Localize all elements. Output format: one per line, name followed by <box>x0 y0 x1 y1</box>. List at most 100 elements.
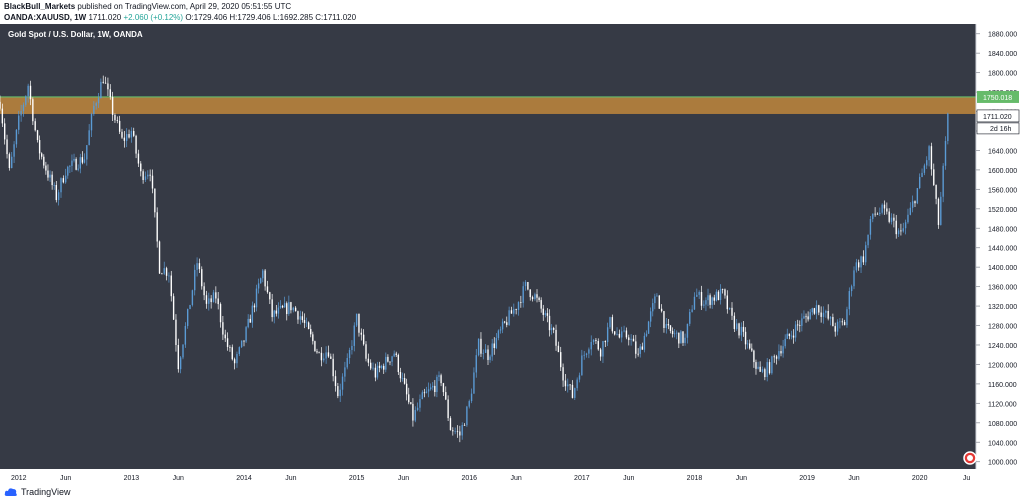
candle-body <box>947 113 949 141</box>
candle-body <box>888 211 890 222</box>
candle-body <box>456 431 459 433</box>
candle-body <box>809 312 811 320</box>
y-tick-label: 1320.000 <box>988 304 1017 311</box>
candle-body <box>45 165 47 171</box>
x-tick-label: 2018 <box>687 475 703 482</box>
candle-body <box>151 175 154 189</box>
candle-body <box>184 325 187 345</box>
x-tick-label: 2014 <box>236 475 252 482</box>
candle-body <box>923 165 926 173</box>
candle-body <box>269 292 271 300</box>
candle-body <box>271 299 273 318</box>
candle-body <box>618 333 621 338</box>
candle-body <box>746 343 749 345</box>
candle-body <box>673 333 676 335</box>
candle-body <box>307 322 310 329</box>
candle-body <box>346 358 348 368</box>
candle-body <box>461 425 463 436</box>
candle-body <box>69 165 71 167</box>
candle-body <box>47 170 49 178</box>
candle-body <box>275 310 278 314</box>
candle-body <box>860 256 862 268</box>
candle-body <box>671 330 674 334</box>
candle-body <box>843 322 846 326</box>
candle-body <box>226 338 229 347</box>
candle-body <box>238 347 241 354</box>
candle-body <box>911 201 914 208</box>
candle-body <box>652 303 654 312</box>
candle-body <box>468 401 470 407</box>
candle-body <box>149 174 151 176</box>
publisher-name[interactable]: BlackBull_Markets <box>4 2 76 11</box>
event-badge[interactable] <box>963 451 977 465</box>
candle-body <box>517 302 520 311</box>
candle-body <box>574 388 576 398</box>
candle-body <box>726 295 729 310</box>
candle-body <box>205 295 208 304</box>
candle-body <box>761 369 764 372</box>
chart-area[interactable]: Gold Spot / U.S. Dollar, 1W, OANDA 1880.… <box>0 24 1024 486</box>
candle-body <box>689 311 691 324</box>
candle-body <box>114 114 116 121</box>
candle-body <box>393 353 395 357</box>
candle-body <box>212 292 215 303</box>
candle-body <box>940 196 942 225</box>
candle-body <box>872 213 874 220</box>
candle-body <box>571 384 574 398</box>
candle-body <box>588 349 590 354</box>
candle-body <box>182 344 184 358</box>
x-tick-label: Jun <box>285 475 296 482</box>
symbol-info: OANDA:XAUUSD, 1W 1711.020 +2.060 (+0.12%… <box>4 13 356 22</box>
x-tick-label: 2017 <box>574 475 590 482</box>
candle-body <box>907 214 909 223</box>
candle-body <box>520 302 522 303</box>
candle-body <box>367 358 370 363</box>
candle-body <box>118 120 121 132</box>
candle-body <box>57 192 60 201</box>
candle-body <box>416 407 419 411</box>
candle-body <box>801 318 803 326</box>
tradingview-footer[interactable]: TradingView <box>4 487 71 497</box>
candle-body <box>782 346 784 354</box>
candle-body <box>245 327 247 342</box>
candle-body <box>316 351 318 353</box>
x-tick-label: 2020 <box>912 475 928 482</box>
candle-body <box>684 337 686 343</box>
candle-body <box>740 326 743 336</box>
candle-body <box>850 286 853 292</box>
candle-body <box>595 339 597 342</box>
candle-body <box>305 322 308 324</box>
candle-body <box>508 310 510 325</box>
candle-body <box>501 321 504 330</box>
candle-body <box>100 81 102 99</box>
candle-body <box>784 338 786 347</box>
candle-body <box>503 321 506 323</box>
candle-body <box>846 309 848 326</box>
low-value: 1692.285 <box>279 13 314 22</box>
candle-body <box>719 289 722 301</box>
candle-body <box>491 343 493 357</box>
candle-body <box>13 144 15 157</box>
y-tick-label: 1040.000 <box>988 440 1017 447</box>
candle-body <box>79 157 81 169</box>
candle-body <box>123 137 126 141</box>
candle-body <box>73 158 75 161</box>
candle-body <box>827 311 829 319</box>
candle-body <box>604 341 607 343</box>
candle-body <box>937 198 940 225</box>
candle-body <box>811 308 813 313</box>
candle-body <box>803 316 805 319</box>
candle-body <box>484 349 487 353</box>
candle-body <box>778 351 780 359</box>
candle-body <box>43 156 45 166</box>
time-axis[interactable] <box>0 469 976 486</box>
candle-body <box>676 332 678 334</box>
high-value: 1729.406 <box>237 13 271 22</box>
candles-layer <box>0 75 949 443</box>
candle-body <box>121 131 123 138</box>
candle-body <box>421 392 424 400</box>
candle-body <box>1 108 4 124</box>
candle-body <box>654 296 656 304</box>
candle-body <box>81 157 84 163</box>
candle-body <box>480 338 482 354</box>
